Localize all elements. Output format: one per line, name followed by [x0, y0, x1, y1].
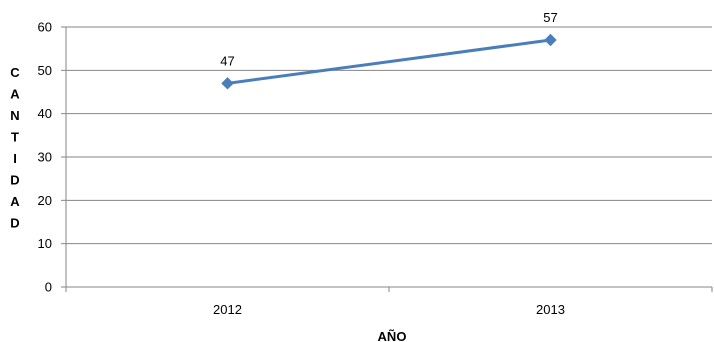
y-tick-label: 0 [45, 280, 52, 295]
x-tick-label: 2012 [213, 302, 242, 317]
y-axis-title-letter: D [10, 173, 19, 188]
y-axis-title-letter: A [10, 87, 20, 102]
y-axis-title-letter: T [11, 130, 19, 145]
y-tick-label: 40 [38, 106, 52, 121]
y-axis-title-letter: C [10, 65, 20, 80]
series-line [227, 38, 551, 85]
label-layer: 47 57 [220, 10, 557, 68]
y-tick-label: 30 [38, 150, 52, 165]
data-point-marker [544, 33, 557, 47]
series-layer [221, 33, 557, 90]
data-point-marker [221, 77, 234, 90]
y-tick-label: 10 [38, 236, 52, 251]
data-label: 57 [543, 10, 557, 25]
y-axis-title-letter: A [10, 194, 20, 209]
y-axis-title-letter: I [13, 151, 17, 166]
y-axis-title-letter: D [10, 216, 19, 231]
x-tick-label: 2013 [536, 302, 565, 317]
grid-layer [66, 26, 712, 245]
data-label: 47 [220, 53, 234, 68]
axis-layer: 0 10 20 30 40 50 60 2012 2013 [38, 20, 713, 317]
x-axis-title: AÑO [378, 329, 407, 342]
y-tick-label: 50 [38, 63, 52, 78]
y-tick-label: 20 [38, 193, 52, 208]
y-axis-title-letter: N [10, 108, 19, 123]
y-tick-label: 60 [38, 20, 52, 35]
